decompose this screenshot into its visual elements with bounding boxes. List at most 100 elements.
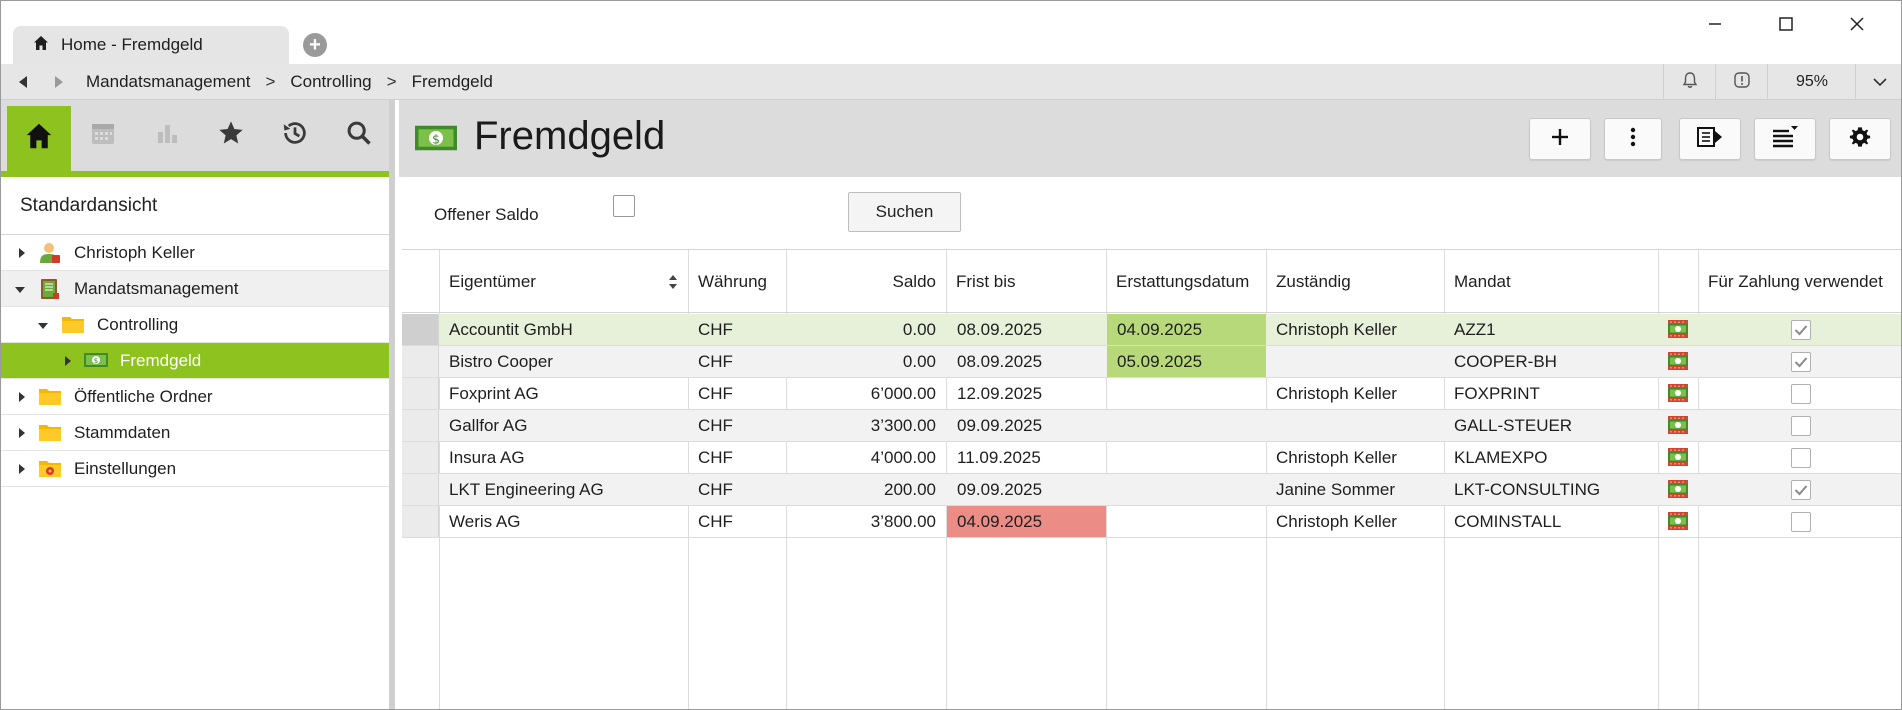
list-sort-button[interactable] [1754, 118, 1816, 160]
table-row[interactable]: Insura AG CHF 4’000.00 11.09.2025 Christoph … [402, 442, 1901, 474]
sidebar-tab-reports[interactable] [135, 100, 199, 171]
table-row[interactable]: Foxprint AG CHF 6’000.00 12.09.2025 Christop… [402, 378, 1901, 410]
caret-right-icon[interactable] [17, 392, 27, 402]
used-for-payment-checkbox[interactable] [1791, 320, 1811, 340]
plus-icon [1549, 126, 1571, 153]
cell-refund-date [1107, 506, 1266, 537]
sort-icon[interactable] [668, 274, 678, 295]
row-header[interactable] [402, 378, 439, 409]
breadcrumb-item[interactable]: Mandatsmanagement [86, 72, 251, 91]
table-row[interactable]: Accountit GmbH CHF 0.00 08.09.2025 04.09.202… [402, 314, 1901, 346]
table-row[interactable]: Weris AG CHF 3’800.00 04.09.2025 Christoph K… [402, 506, 1901, 538]
cell-currency: CHF [698, 415, 733, 435]
filter-bar: Offener Saldo Suchen [399, 177, 1901, 249]
table-row[interactable]: LKT Engineering AG CHF 200.00 09.09.2025 Jan… [402, 474, 1901, 506]
caret-right-icon[interactable] [17, 428, 27, 438]
cell-currency: CHF [698, 511, 733, 531]
mandate-money-icon[interactable] [1667, 511, 1689, 536]
caret-down-icon[interactable] [15, 285, 25, 295]
row-header[interactable] [402, 442, 439, 473]
column-header-mandate[interactable]: Mandat [1454, 271, 1511, 291]
mandate-money-icon[interactable] [1667, 415, 1689, 440]
zoom-dropdown-button[interactable] [1855, 64, 1901, 100]
column-header-refund-date[interactable]: Erstattungsdatum [1116, 271, 1250, 291]
column-header-due-date[interactable]: Frist bis [956, 271, 1016, 291]
history-icon [280, 118, 310, 153]
zoom-level[interactable]: 95% [1767, 64, 1855, 100]
row-header[interactable] [402, 346, 439, 377]
tree-item-oeffentliche-ordner[interactable]: Öffentliche Ordner [1, 379, 389, 415]
settings-folder-icon [38, 458, 62, 483]
caret-right-icon[interactable] [17, 248, 27, 258]
used-for-payment-checkbox[interactable] [1791, 384, 1811, 404]
sidebar-tabs [1, 100, 389, 177]
forward-button[interactable] [45, 64, 73, 100]
mandate-money-icon[interactable] [1667, 447, 1689, 472]
tree-item-einstellungen[interactable]: Einstellungen [1, 451, 389, 487]
sidebar-tab-home[interactable] [7, 106, 71, 171]
column-header-currency[interactable]: Währung [698, 271, 767, 291]
column-header-owner[interactable]: Eigentümer [439, 250, 688, 313]
column-header-mandate-icon[interactable] [1658, 250, 1698, 313]
maximize-button[interactable] [1764, 9, 1808, 39]
minimize-button[interactable] [1693, 9, 1737, 39]
browser-tab[interactable]: Home - Fremdgeld [13, 26, 289, 64]
tree-item-mandatsmanagement[interactable]: Mandatsmanagement [1, 271, 389, 307]
breadcrumb-item[interactable]: Controlling [290, 72, 372, 91]
sidebar-tab-calendar[interactable] [71, 100, 135, 171]
column-header-responsible[interactable]: Zuständig [1276, 271, 1351, 291]
tree-item-christoph-keller[interactable]: Christoph Keller [1, 235, 389, 271]
tree-item-label: Einstellungen [74, 458, 177, 478]
used-for-payment-checkbox[interactable] [1791, 448, 1811, 468]
cell-refund-date [1107, 378, 1266, 409]
cell-due-date: 08.09.2025 [957, 351, 1043, 371]
mandate-money-icon[interactable] [1667, 479, 1689, 504]
more-options-button[interactable] [1604, 118, 1662, 160]
close-button[interactable] [1835, 9, 1879, 39]
used-for-payment-checkbox[interactable] [1791, 480, 1811, 500]
search-button[interactable]: Suchen [848, 192, 961, 232]
used-for-payment-checkbox[interactable] [1791, 512, 1811, 532]
used-for-payment-checkbox[interactable] [1791, 416, 1811, 436]
sidebar-tab-search[interactable] [327, 100, 391, 171]
mandate-money-icon[interactable] [1667, 351, 1689, 376]
breadcrumb-item[interactable]: Fremdgeld [411, 72, 493, 91]
mandate-money-icon[interactable] [1667, 319, 1689, 344]
tree-item-fremdgeld[interactable]: $ Fremdgeld [1, 343, 389, 379]
caret-right-icon[interactable] [63, 356, 73, 366]
column-header-balance[interactable]: Saldo [892, 271, 936, 291]
row-header[interactable] [402, 314, 439, 345]
row-header[interactable] [402, 506, 439, 537]
more-vertical-icon [1630, 126, 1636, 153]
row-header[interactable] [402, 474, 439, 505]
export-button[interactable] [1679, 118, 1741, 160]
view-title[interactable]: Standardansicht [1, 177, 389, 235]
notifications-button[interactable] [1663, 64, 1715, 100]
open-balance-checkbox[interactable] [613, 195, 635, 217]
sidebar-tab-history[interactable] [263, 100, 327, 171]
cell-owner: Foxprint AG [449, 383, 539, 403]
back-button[interactable] [9, 64, 37, 100]
tree-item-stammdaten[interactable]: Stammdaten [1, 415, 389, 451]
cell-responsible: Christoph Keller [1276, 319, 1397, 339]
row-header[interactable] [402, 410, 439, 441]
sidebar-tab-favorites[interactable] [199, 100, 263, 171]
new-tab-button[interactable]: + [303, 33, 327, 57]
tree-item-label: Stammdaten [74, 422, 171, 442]
table-row[interactable]: Bistro Cooper CHF 0.00 08.09.2025 05.09.2025… [402, 346, 1901, 378]
open-balance-label: Offener Saldo [434, 205, 539, 224]
table-row[interactable]: Gallfor AG CHF 3’300.00 09.09.2025 GALL-STEU… [402, 410, 1901, 442]
add-button[interactable] [1529, 118, 1591, 160]
mandate-money-icon[interactable] [1667, 383, 1689, 408]
cell-mandate: GALL-STEUER [1454, 415, 1573, 435]
tree-item-controlling[interactable]: Controlling [1, 307, 389, 343]
cell-balance: 3’800.00 [870, 511, 936, 531]
used-for-payment-checkbox[interactable] [1791, 352, 1811, 372]
settings-button[interactable] [1829, 118, 1891, 160]
column-header-used-for-payment[interactable]: Für Zahlung verwendet [1708, 271, 1883, 291]
tree-item-label: Fremdgeld [120, 350, 202, 370]
info-button[interactable] [1715, 64, 1767, 100]
folder-icon [38, 386, 62, 411]
caret-down-icon[interactable] [38, 321, 48, 331]
caret-right-icon[interactable] [17, 464, 27, 474]
